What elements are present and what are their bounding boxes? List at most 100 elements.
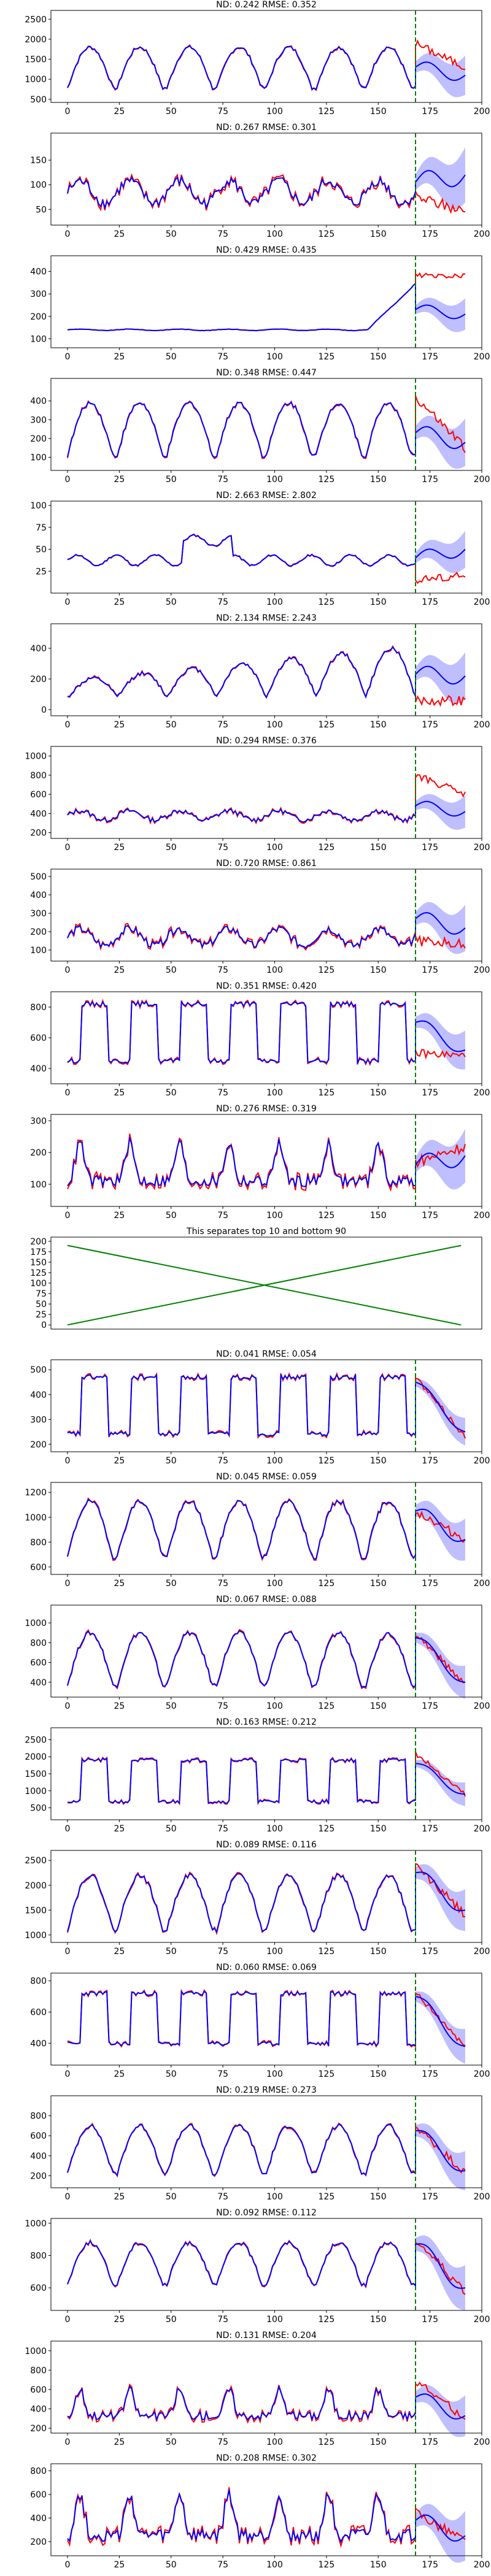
chart-panel-13: ND: 0.045 RMSE: 0.059 600 800 1000 1200 0 25 50… xyxy=(25,1472,490,1589)
x-tick-label: 175 xyxy=(422,965,438,975)
y-tick-label: 100 xyxy=(30,946,47,956)
y-tick-label: 150 xyxy=(30,156,47,166)
x-tick-label: 100 xyxy=(266,2437,283,2447)
x-tick-label: 125 xyxy=(319,229,335,239)
forecast-interval-band xyxy=(416,2385,465,2437)
x-tick-label: 200 xyxy=(474,2437,490,2447)
x-tick-label: 175 xyxy=(422,720,438,730)
forecast-interval-band xyxy=(416,415,465,469)
x-tick-label: 0 xyxy=(65,720,71,730)
x-tick-label: 100 xyxy=(266,1701,283,1711)
x-tick-label: 175 xyxy=(422,597,438,607)
forecast-interval-band xyxy=(416,53,465,98)
x-tick-label: 75 xyxy=(217,352,228,362)
x-tick-label: 100 xyxy=(266,107,283,117)
y-tick-label: 600 xyxy=(30,2008,47,2018)
x-tick-label: 200 xyxy=(474,1456,490,1466)
y-tick-label: 200 xyxy=(30,1440,47,1450)
y-tick-label: 100 xyxy=(30,1279,47,1289)
plot-frame xyxy=(50,1482,482,1575)
x-tick-label: 175 xyxy=(422,1211,438,1221)
y-tick-label: 500 xyxy=(30,872,47,882)
x-tick-label: 75 xyxy=(217,107,228,117)
series-line-forecast xyxy=(67,1871,466,1934)
x-tick-label: 75 xyxy=(217,720,228,730)
y-tick-label: 400 xyxy=(30,1064,47,1074)
chart-title: ND: 0.045 RMSE: 0.059 xyxy=(216,1472,317,1482)
y-tick-label: 200 xyxy=(30,434,47,444)
x-tick-label: 25 xyxy=(114,965,125,975)
x-tick-label: 150 xyxy=(370,1701,387,1711)
x-tick-label: 75 xyxy=(217,2192,228,2202)
y-tick-label: 200 xyxy=(30,829,47,838)
x-tick-label: 125 xyxy=(319,1824,335,1834)
x-tick-label: 100 xyxy=(266,1088,283,1098)
x-tick-label: 175 xyxy=(422,1579,438,1589)
x-tick-label: 50 xyxy=(166,1824,177,1834)
chart-panel-6: ND: 2.134 RMSE: 2.243 0 200 400 0 25 50 75 100 12… xyxy=(30,613,490,730)
y-tick-label: 800 xyxy=(30,1638,47,1648)
y-tick-label: 200 xyxy=(30,1237,47,1247)
y-tick-label: 600 xyxy=(30,1658,47,1668)
series-line-forecast xyxy=(67,2123,466,2177)
x-tick-label: 200 xyxy=(474,1824,490,1834)
plot-frame xyxy=(50,1727,482,1820)
y-tick-label: 200 xyxy=(30,2171,47,2181)
chart-title: ND: 0.092 RMSE: 0.112 xyxy=(216,2208,317,2218)
series-line-forecast xyxy=(67,170,466,210)
x-tick-label: 175 xyxy=(422,2560,438,2570)
chart-panel-4: ND: 0.348 RMSE: 0.447 100 200 300 400 0 25 50 75… xyxy=(30,368,490,485)
x-tick-label: 0 xyxy=(65,107,71,117)
chart-title: ND: 0.348 RMSE: 0.447 xyxy=(216,368,317,378)
x-tick-label: 50 xyxy=(166,2315,177,2325)
chart-title: ND: 0.242 RMSE: 0.352 xyxy=(216,0,317,10)
series-line-forecast xyxy=(67,1000,466,1065)
chart-panel-21: ND: 0.208 RMSE: 0.302 200 400 600 800 0 25 50 75… xyxy=(30,2453,490,2570)
y-tick-label: 400 xyxy=(30,2039,47,2049)
x-tick-label: 0 xyxy=(65,2437,71,2447)
x-tick-label: 200 xyxy=(474,352,490,362)
x-tick-label: 200 xyxy=(474,1088,490,1098)
series-line-actual xyxy=(67,1863,466,1936)
series-line-actual xyxy=(67,2122,466,2178)
y-tick-label: 100 xyxy=(30,1180,47,1190)
x-tick-label: 150 xyxy=(370,1947,387,1957)
y-tick-label: 0 xyxy=(41,1321,47,1330)
chart-panel-10: ND: 0.276 RMSE: 0.319 100 200 300 0 25 50 75 100… xyxy=(30,1104,490,1221)
x-tick-label: 100 xyxy=(266,352,283,362)
chart-title: ND: 0.219 RMSE: 0.273 xyxy=(216,2085,317,2095)
series-line-forecast xyxy=(67,1373,466,1438)
x-tick-label: 25 xyxy=(114,475,125,485)
forecast-interval-band xyxy=(416,652,465,704)
separator-line xyxy=(67,1244,462,1326)
x-tick-label: 125 xyxy=(319,1456,335,1466)
y-tick-label: 400 xyxy=(30,2152,47,2161)
x-tick-label: 100 xyxy=(266,1579,283,1589)
x-tick-label: 25 xyxy=(114,1947,125,1957)
chart-title: ND: 0.060 RMSE: 0.069 xyxy=(216,1963,317,1972)
chart-panel-5: ND: 2.663 RMSE: 2.802 25 50 75 100 0 25 50 75 100… xyxy=(30,491,490,607)
x-tick-label: 125 xyxy=(319,965,335,975)
series-line-forecast xyxy=(67,1137,466,1188)
chart-title: ND: 0.208 RMSE: 0.302 xyxy=(216,2453,317,2463)
chart-panel-8: ND: 0.720 RMSE: 0.861 100 200 300 400 500 0 25 5… xyxy=(30,859,490,975)
chart-panel-16: ND: 0.089 RMSE: 0.116 1000 1500 2000 2500 0 25… xyxy=(25,1840,490,1957)
x-tick-label: 100 xyxy=(266,475,283,485)
plot-frame xyxy=(50,623,482,716)
x-tick-label: 200 xyxy=(474,2192,490,2202)
x-tick-label: 200 xyxy=(474,475,490,485)
y-tick-label: 100 xyxy=(30,334,47,344)
chart-panel-17: ND: 0.060 RMSE: 0.069 400 600 800 0 25 50 75 100… xyxy=(30,1963,490,2079)
x-tick-label: 50 xyxy=(166,1211,177,1221)
x-tick-label: 100 xyxy=(266,597,283,607)
series-line-forecast xyxy=(67,1498,466,1560)
y-tick-label: 400 xyxy=(30,891,47,900)
y-tick-label: 400 xyxy=(30,1390,47,1400)
x-tick-label: 175 xyxy=(422,2192,438,2202)
x-tick-label: 150 xyxy=(370,720,387,730)
series-line-actual xyxy=(67,1133,466,1192)
x-tick-label: 150 xyxy=(370,2315,387,2325)
x-tick-label: 25 xyxy=(114,1456,125,1466)
x-tick-label: 25 xyxy=(114,2192,125,2202)
x-tick-label: 75 xyxy=(217,1947,228,1957)
